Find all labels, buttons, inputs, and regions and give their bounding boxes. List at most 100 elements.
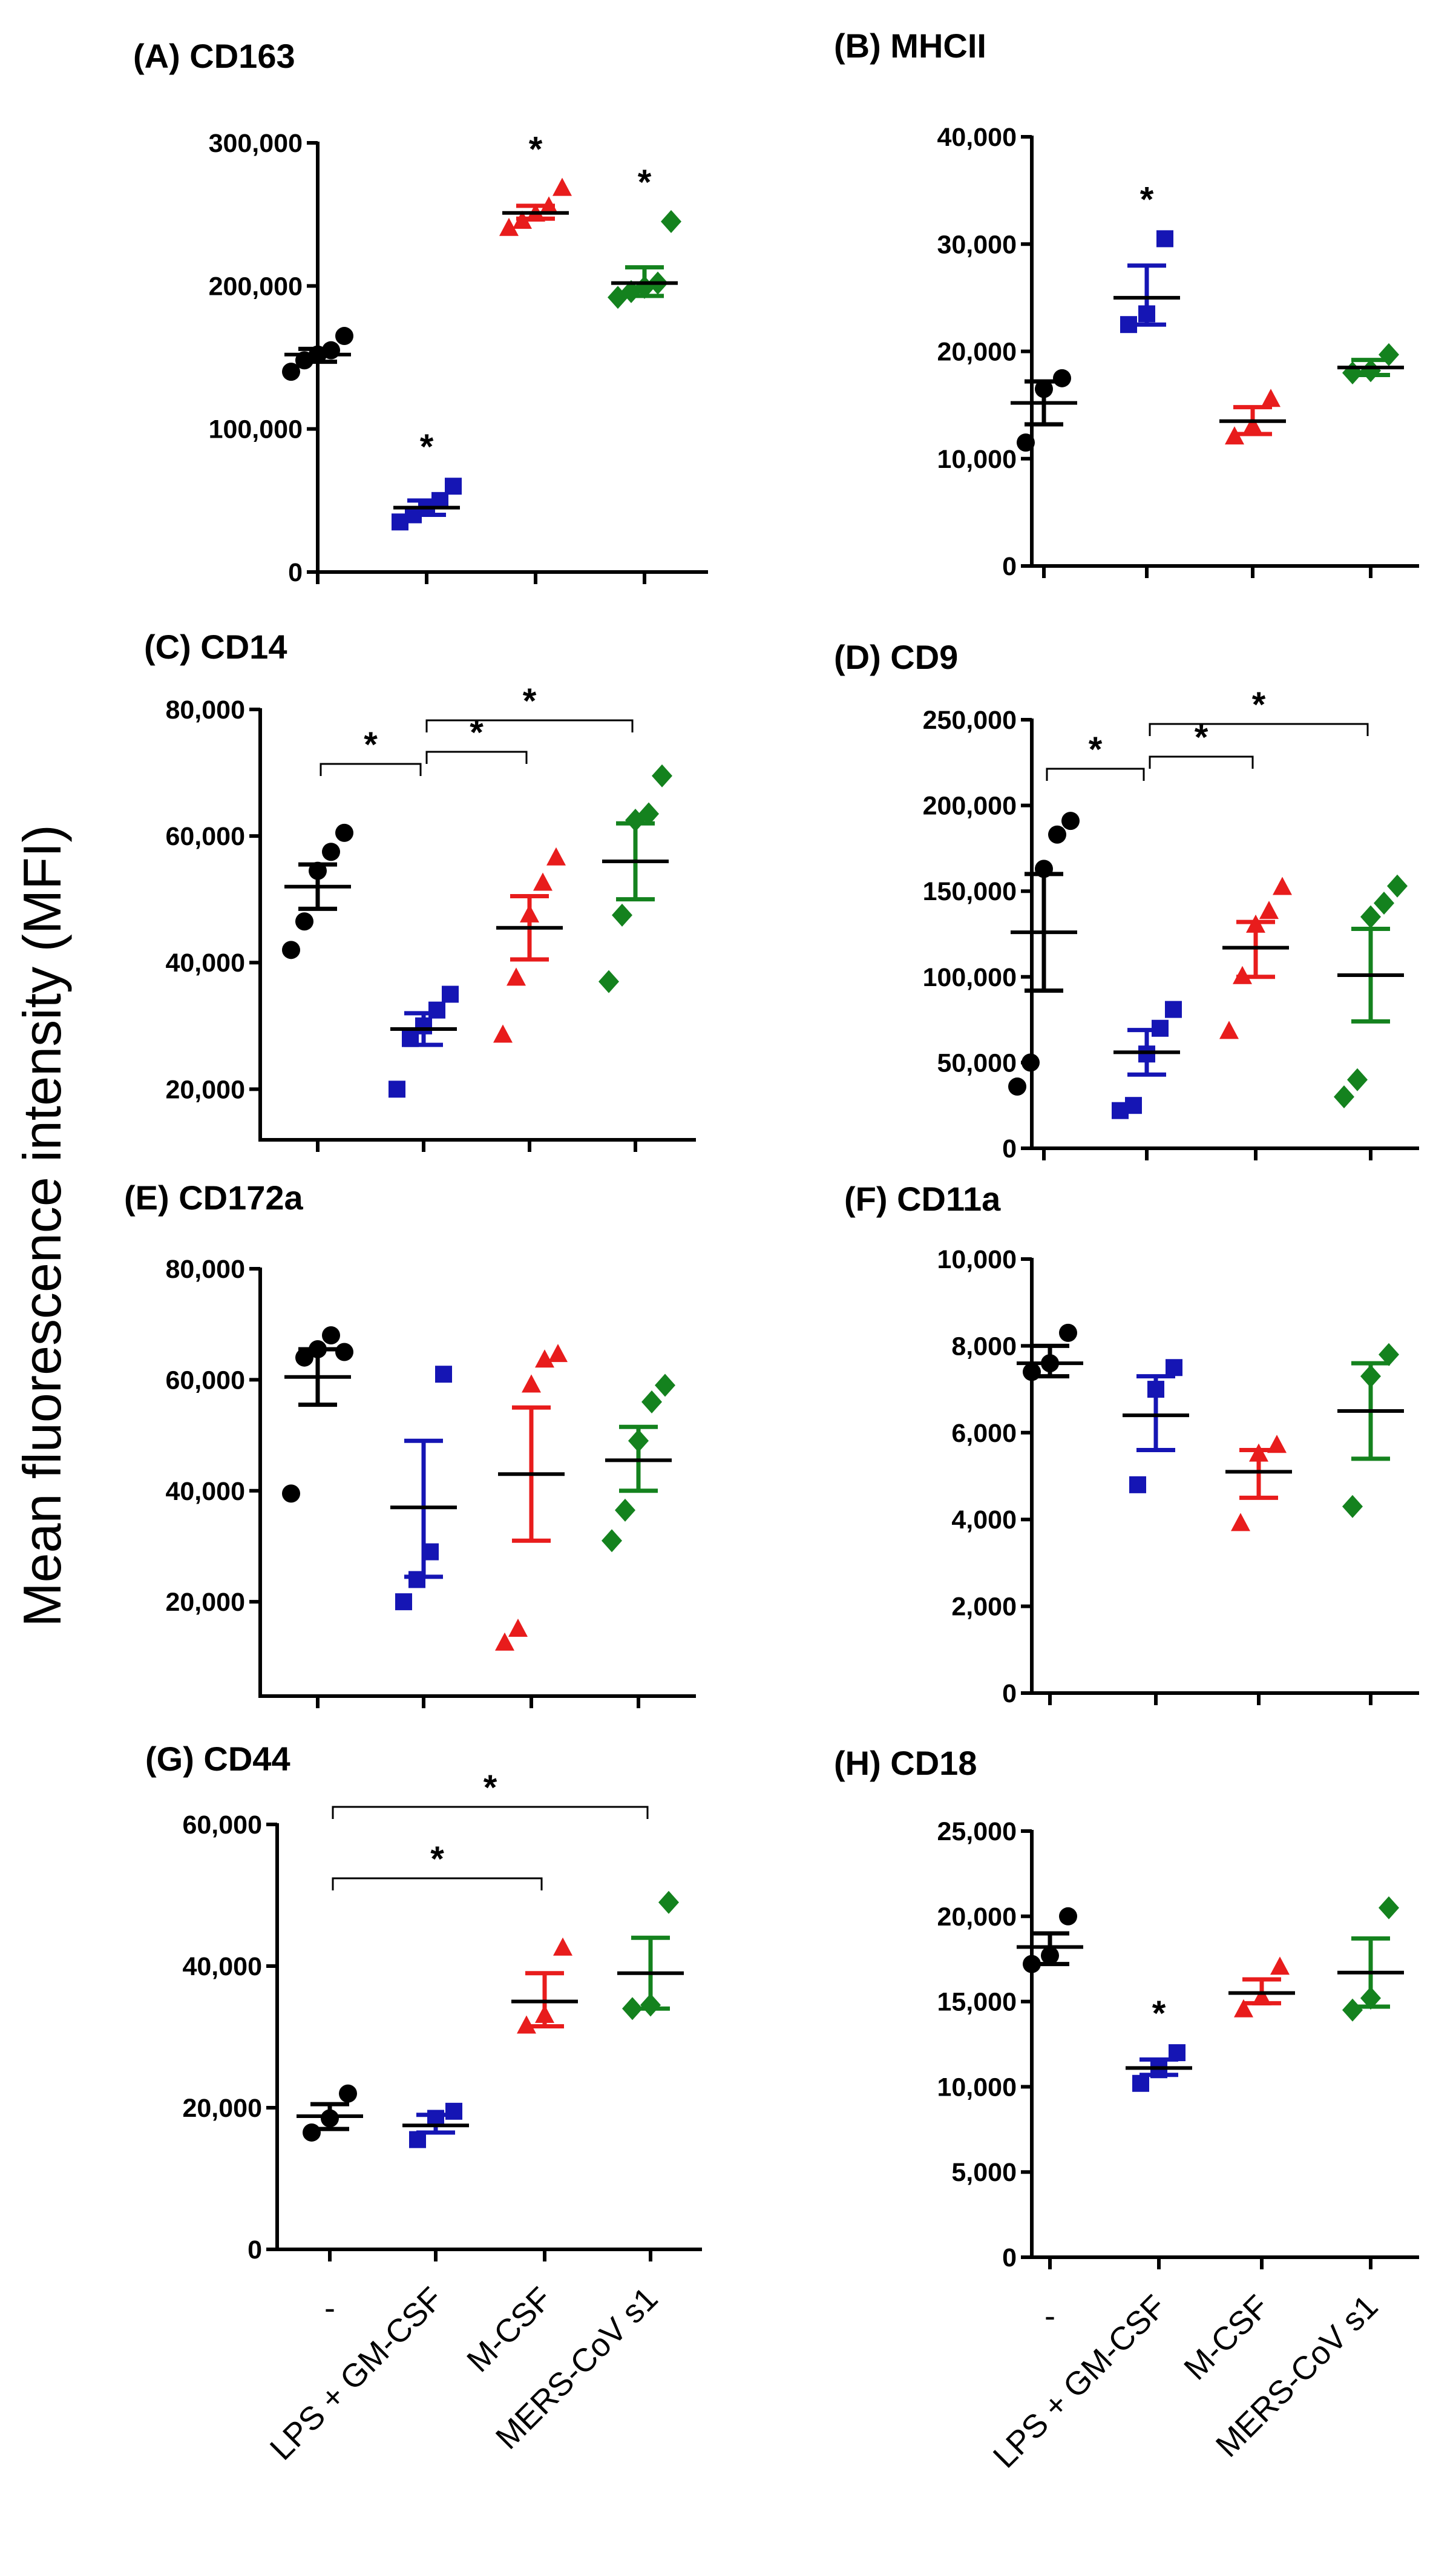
data-point [282, 941, 300, 959]
data-point [1225, 426, 1244, 445]
data-point [658, 1890, 679, 1914]
data-point [339, 2084, 357, 2103]
data-point [335, 1343, 353, 1361]
category-label: - [324, 2290, 335, 2326]
data-point [598, 970, 619, 993]
data-point [1120, 316, 1137, 334]
significance-star: * [529, 130, 543, 169]
bracket-line [1149, 723, 1369, 736]
series-4 [1337, 1896, 1404, 2022]
data-point [1017, 433, 1035, 452]
series-1 [282, 1326, 353, 1503]
data-point [493, 1024, 513, 1043]
data-point [1059, 1907, 1077, 1926]
data-point [1347, 1068, 1368, 1091]
significance-star: * [420, 427, 434, 467]
y-tick-label: 10,000 [937, 445, 1017, 474]
significance-star: * [1140, 180, 1154, 219]
data-point [652, 764, 672, 788]
bracket-star: * [523, 682, 537, 721]
series-2 [402, 2102, 469, 2148]
data-point [1156, 230, 1173, 248]
data-point [553, 177, 572, 196]
data-point [628, 1429, 649, 1453]
data-point [641, 1390, 662, 1414]
y-tick-label: 200,000 [923, 792, 1017, 821]
data-point [1246, 914, 1265, 933]
data-point [395, 1593, 412, 1611]
significance-star: * [638, 163, 652, 202]
data-point [1035, 860, 1053, 878]
y-tick-label: 0 [288, 558, 303, 587]
panel-c: (C) CD14 20,000 40,000 60,000 80,000 * * * [144, 628, 696, 1152]
panel-title: (H) CD18 [834, 1744, 977, 1782]
category-label: M-CSF [460, 2280, 559, 2379]
y-tick-label: 40,000 [165, 1477, 245, 1506]
data-point [309, 1340, 327, 1358]
y-tick-label: 10,000 [937, 2073, 1017, 2102]
y-tick-label: 20,000 [165, 1588, 245, 1617]
y-tick-label: 100,000 [209, 415, 303, 444]
panel-h: (H) CD18 0 5,000 10,000 15,000 20,000 25,000 * -… [834, 1744, 1419, 2475]
data-point [1166, 1359, 1182, 1376]
series-3: * [499, 130, 572, 236]
y-tick-label: 300,000 [209, 129, 303, 158]
bracket-star: * [1252, 685, 1266, 725]
data-point [282, 363, 300, 381]
y-tick-label: 80,000 [165, 1255, 245, 1284]
data-point [428, 1001, 445, 1019]
data-point [507, 967, 526, 986]
data-point [389, 1080, 405, 1098]
data-point [661, 209, 681, 233]
y-tick-label: 15,000 [937, 1988, 1017, 2017]
data-point [517, 2015, 536, 2034]
data-point [409, 2131, 426, 2148]
significance-bracket: * [1046, 730, 1145, 781]
y-tick-label: 200,000 [209, 272, 303, 301]
y-tick-label: 0 [1002, 2243, 1017, 2272]
data-point [1138, 305, 1155, 323]
category-label: LPS + GM-CSF [263, 2280, 450, 2467]
series-2: * [392, 427, 462, 531]
data-point [1129, 1476, 1146, 1493]
bracket-star: * [1195, 718, 1208, 757]
data-point [1035, 380, 1053, 398]
data-point [1165, 1001, 1182, 1018]
data-point [435, 1366, 452, 1383]
data-point [1261, 389, 1281, 407]
data-point [1267, 1435, 1287, 1453]
data-point [1125, 1097, 1142, 1114]
data-point [499, 217, 519, 236]
significance-bracket: * [320, 725, 422, 776]
y-tick-label: 8,000 [951, 1332, 1017, 1361]
series-4 [1337, 1343, 1404, 1518]
data-point [495, 1632, 514, 1651]
y-tick-label: 250,000 [923, 706, 1017, 735]
bracket-star: * [364, 725, 378, 765]
data-point [1334, 1085, 1354, 1109]
series-2: * [1126, 1994, 1192, 2092]
data-point [1360, 1364, 1381, 1388]
panel-title: (G) CD44 [145, 1740, 290, 1778]
data-point [1360, 359, 1381, 383]
series-4 [598, 764, 672, 993]
data-point [1342, 1998, 1363, 2022]
data-point [602, 1529, 622, 1553]
data-point [445, 2102, 462, 2120]
data-point [1169, 2044, 1185, 2062]
bracket-line [1046, 768, 1145, 781]
series-3 [511, 1937, 578, 2034]
bracket-line [425, 719, 634, 732]
series-1 [1017, 1907, 1083, 1973]
data-point [335, 823, 353, 842]
data-point [295, 912, 313, 931]
series-1 [1017, 1323, 1083, 1381]
data-point [1387, 874, 1408, 898]
series-2 [1112, 1001, 1182, 1119]
series-4 [617, 1890, 684, 2021]
data-point [322, 1326, 340, 1345]
series-2 [389, 985, 459, 1098]
panel-title: (E) CD172a [124, 1179, 304, 1217]
data-point [1023, 1955, 1041, 1973]
